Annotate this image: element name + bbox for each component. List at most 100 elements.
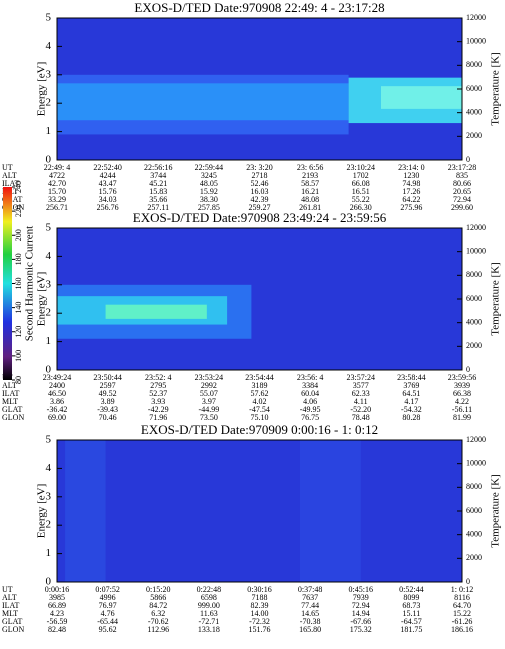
table-cell: 48.05 xyxy=(200,179,218,188)
table-cell: 64.51 xyxy=(402,389,420,398)
table-cell: 15.70 xyxy=(48,187,66,196)
y-tick-label: 4 xyxy=(46,250,52,262)
table-cell: 73.50 xyxy=(200,413,218,422)
table-cell: 151.76 xyxy=(249,625,271,634)
y-tick-label: 4 xyxy=(46,40,52,52)
table-cell: 3384 xyxy=(302,381,318,390)
table-cell: 15.76 xyxy=(99,187,117,196)
table-cell: 186.16 xyxy=(451,625,473,634)
table-cell: 49.52 xyxy=(99,389,117,398)
table-cell: 23:58:44 xyxy=(397,373,425,382)
table-cell: 76.97 xyxy=(99,601,117,610)
table-cell: 7939 xyxy=(353,593,369,602)
table-cell: -52.20 xyxy=(350,405,371,414)
table-cell: -54.32 xyxy=(401,405,422,414)
colorbar-tick-label: 120 xyxy=(14,326,23,338)
table-cell: 20.65 xyxy=(453,187,471,196)
table-cell: 23:52: 4 xyxy=(145,373,171,382)
spectrogram-band xyxy=(57,440,462,582)
table-cell: 0:52:44 xyxy=(399,585,423,594)
table-cell: 4.17 xyxy=(404,397,418,406)
panel-title: EXOS-D/TED Date:970908 22:49: 4 - 23:17:… xyxy=(134,0,384,15)
y2-tick-label: 4000 xyxy=(466,317,482,326)
y-axis-label: Energy [eV] xyxy=(36,62,48,116)
table-cell: 275.96 xyxy=(400,203,422,212)
y2-tick-label: 10000 xyxy=(466,458,486,467)
table-cell: 256.71 xyxy=(46,203,68,212)
table-cell: 78.48 xyxy=(352,413,370,422)
table-cell: 22:49: 4 xyxy=(44,163,70,172)
table-cell: 8099 xyxy=(403,593,419,602)
row-label: UT xyxy=(2,585,13,594)
table-cell: 75.10 xyxy=(251,413,269,422)
colorbar-tick-label: 160 xyxy=(14,278,23,290)
table-cell: 81.99 xyxy=(453,413,471,422)
table-cell: 112.96 xyxy=(147,625,169,634)
table-cell: 33.29 xyxy=(48,195,66,204)
table-cell: 71.96 xyxy=(149,413,167,422)
table-cell: 64.22 xyxy=(402,195,420,204)
table-cell: 64.70 xyxy=(453,601,471,610)
row-label: ALT xyxy=(2,171,17,180)
panel-title: EXOS-D/TED Date:970909 0:00:16 - 1: 0:12 xyxy=(141,422,378,437)
table-cell: 15.11 xyxy=(403,609,421,618)
table-cell: 48.08 xyxy=(301,195,319,204)
table-cell: 55.07 xyxy=(200,389,218,398)
table-cell: 23:50:44 xyxy=(93,373,121,382)
table-cell: 23:54:44 xyxy=(245,373,273,382)
table-cell: 74.98 xyxy=(402,179,420,188)
y-tick-label: 3 xyxy=(46,68,52,80)
table-cell: -70.62 xyxy=(148,617,169,626)
table-cell: 3577 xyxy=(353,381,369,390)
table-cell: 4722 xyxy=(49,171,65,180)
table-cell: 0:07:52 xyxy=(95,585,119,594)
y-tick-label: 0 xyxy=(46,154,52,166)
table-cell: -64.57 xyxy=(401,617,422,626)
colorbar xyxy=(3,187,12,380)
table-cell: 42.39 xyxy=(251,195,269,204)
table-cell: 0:00:16 xyxy=(45,585,69,594)
table-cell: -61.26 xyxy=(452,617,473,626)
y2-tick-label: 8000 xyxy=(466,482,482,491)
y2-tick-label: 0 xyxy=(466,155,470,164)
table-cell: 133.18 xyxy=(198,625,220,634)
table-cell: 16.51 xyxy=(352,187,370,196)
y-tick-label: 1 xyxy=(46,125,52,137)
table-cell: 0:30:16 xyxy=(247,585,271,594)
colorbar-tick-label: 220 xyxy=(14,205,23,217)
table-cell: 4996 xyxy=(100,593,116,602)
table-cell: 6.32 xyxy=(151,609,165,618)
row-label: GLON xyxy=(2,625,24,634)
table-cell: 58.57 xyxy=(301,179,319,188)
table-cell: 70.46 xyxy=(99,413,117,422)
table-cell: 7637 xyxy=(302,593,318,602)
table-cell: 95.62 xyxy=(99,625,117,634)
table-cell: -56.11 xyxy=(452,405,472,414)
table-cell: 266.30 xyxy=(350,203,372,212)
table-cell: 4.76 xyxy=(101,609,115,618)
table-cell: 23:56: 4 xyxy=(297,373,323,382)
y2-tick-label: 6000 xyxy=(466,84,482,93)
table-cell: 3.86 xyxy=(50,397,64,406)
y-tick-label: 1 xyxy=(46,547,52,559)
colorbar-tick-label: 180 xyxy=(14,253,23,265)
y2-axis-label: Temperature [K] xyxy=(490,52,502,125)
table-cell: 76.75 xyxy=(301,413,319,422)
table-cell: 38.30 xyxy=(200,195,218,204)
row-label: UT xyxy=(2,163,13,172)
panel-title: EXOS-D/TED Date:970908 23:49:24 - 23:59:… xyxy=(133,210,387,225)
table-cell: 15.92 xyxy=(200,187,218,196)
table-cell: -72.32 xyxy=(249,617,270,626)
table-cell: 15.83 xyxy=(149,187,167,196)
table-cell: 43.47 xyxy=(99,179,117,188)
table-cell: 42.70 xyxy=(48,179,66,188)
table-cell: 5866 xyxy=(150,593,166,602)
table-cell: 23:59:56 xyxy=(448,373,476,382)
table-cell: -67.66 xyxy=(350,617,371,626)
colorbar-tick-label: 140 xyxy=(14,302,23,314)
table-cell: 7188 xyxy=(252,593,268,602)
y-tick-label: 5 xyxy=(46,222,52,234)
table-cell: 22:56:16 xyxy=(144,163,172,172)
y2-tick-label: 4000 xyxy=(466,107,482,116)
spectrogram-band xyxy=(105,304,207,319)
